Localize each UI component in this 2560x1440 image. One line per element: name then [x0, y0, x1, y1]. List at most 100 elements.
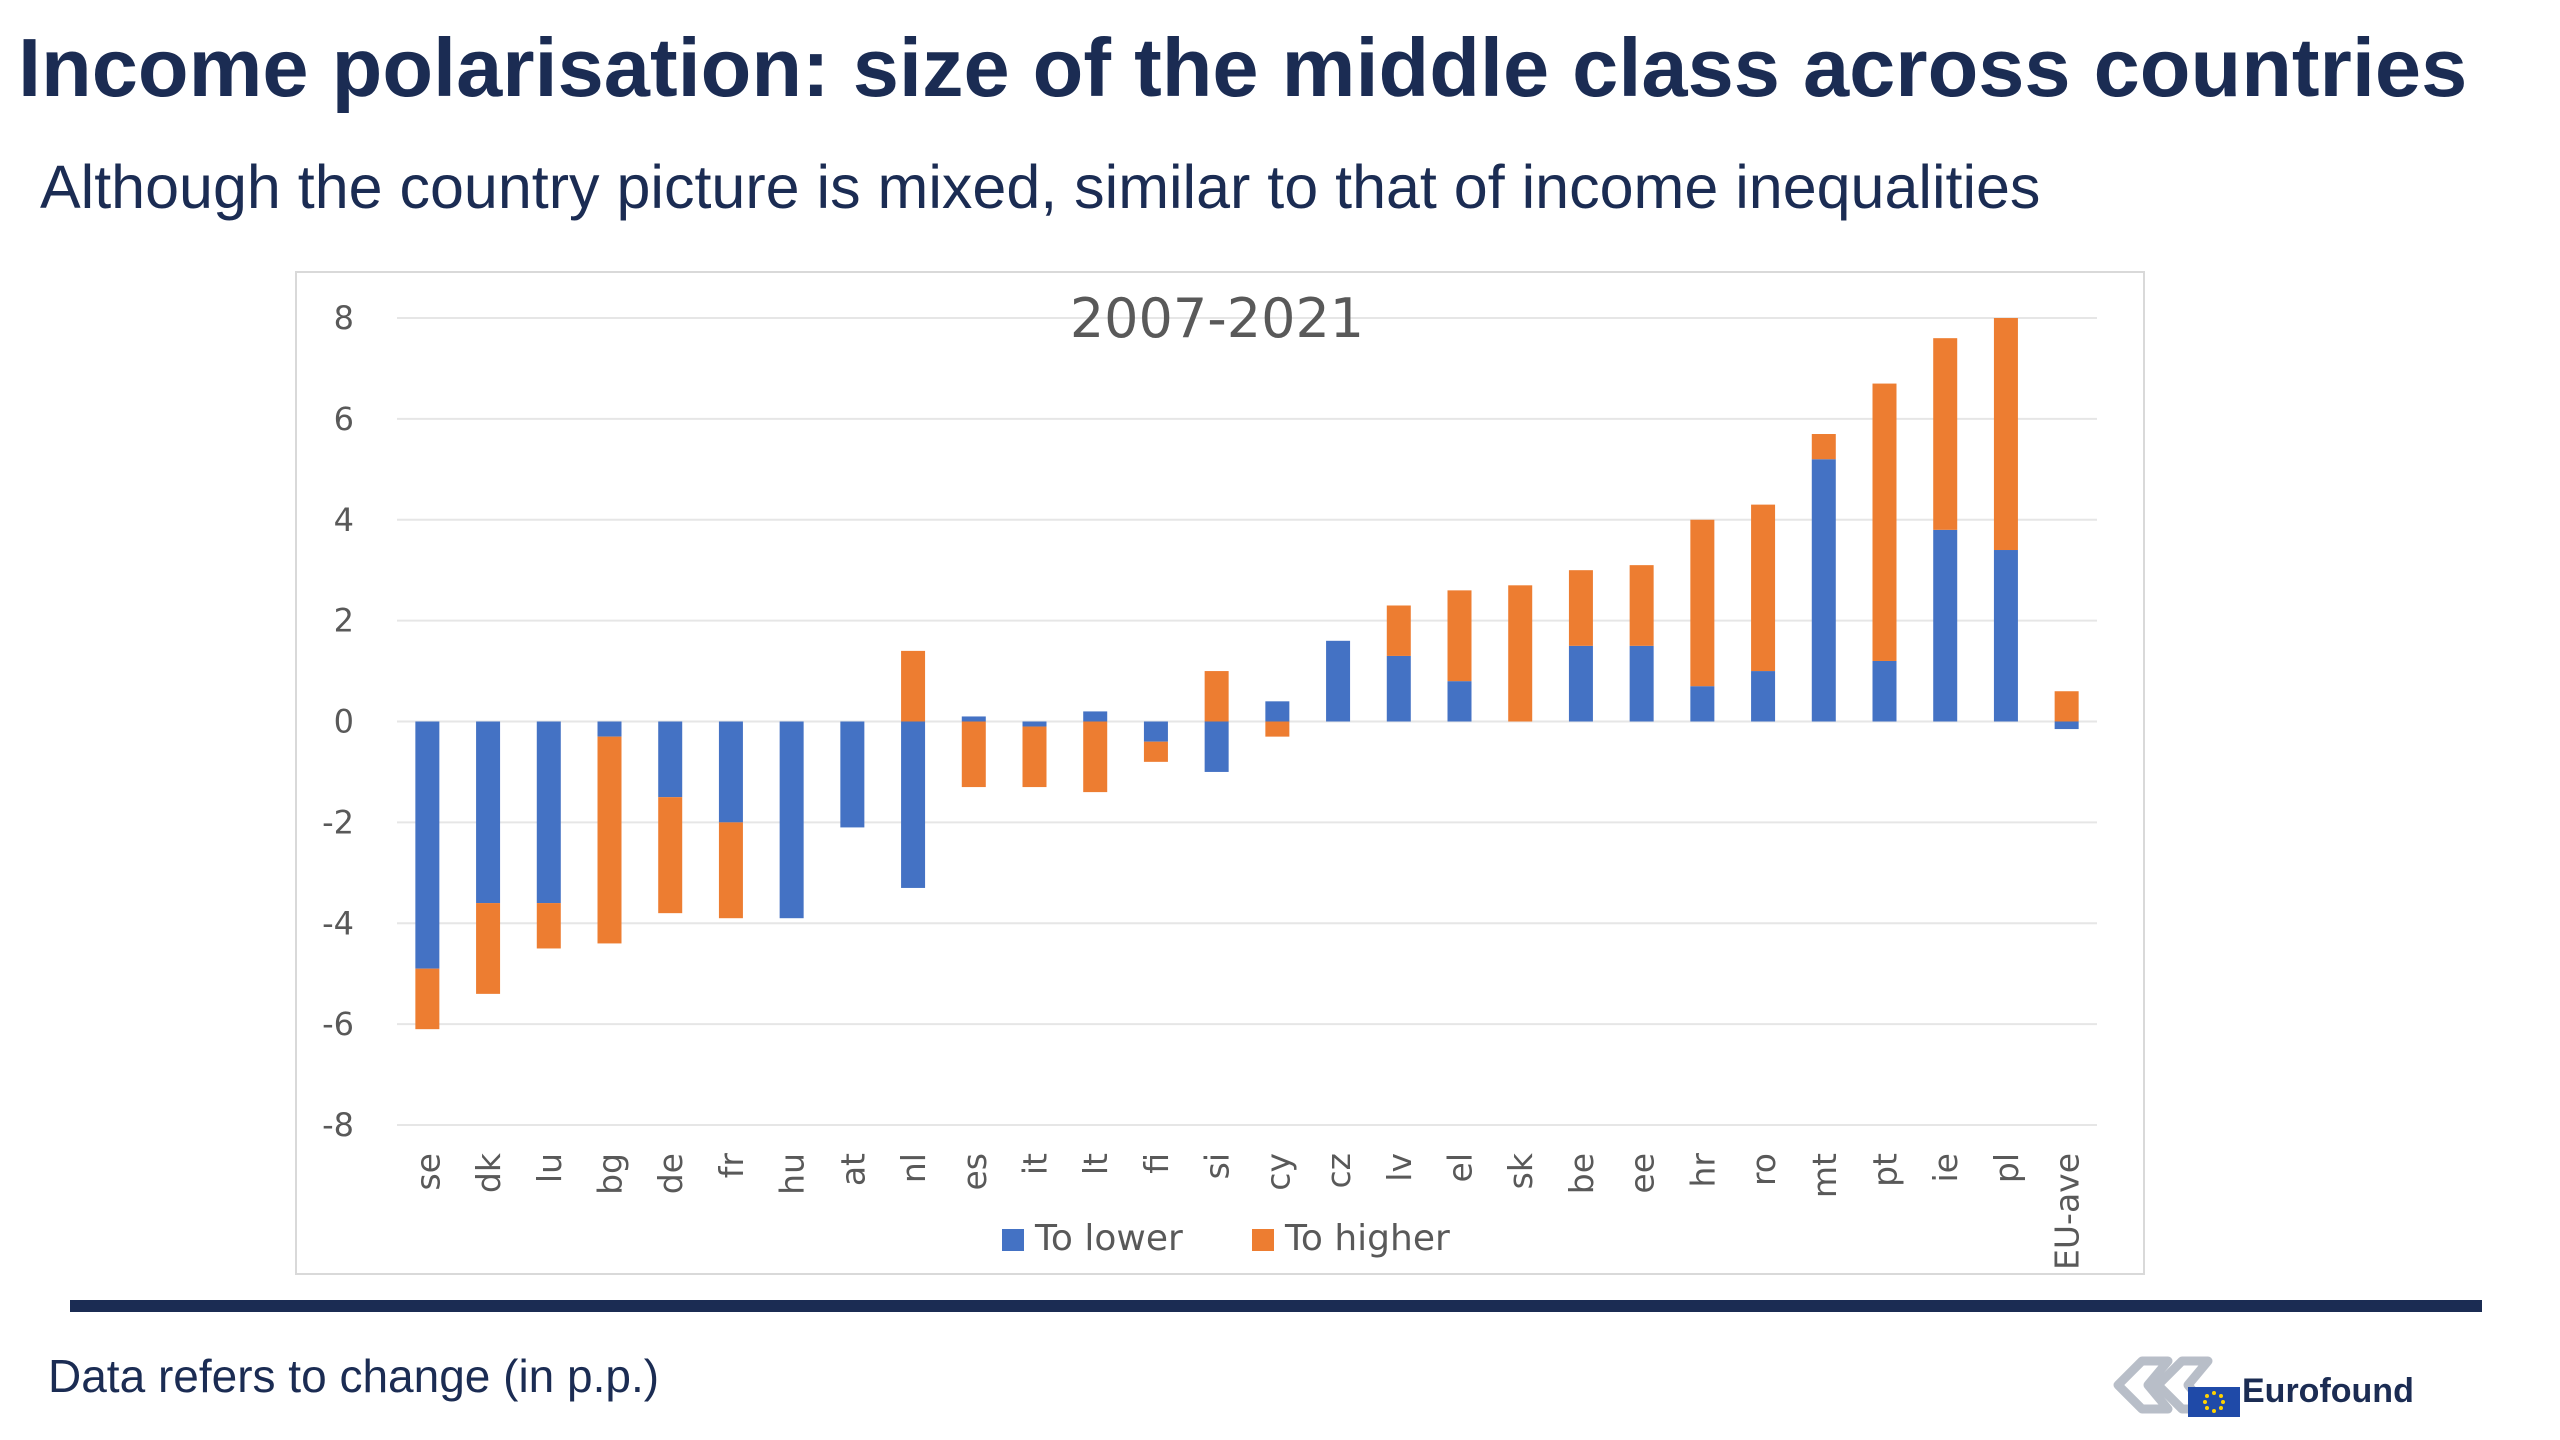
eurofound-logo: Eurofound: [2110, 1345, 2440, 1425]
footer-divider: [70, 1300, 2482, 1312]
y-tick-label: 8: [334, 299, 354, 337]
x-tick-label: hu: [773, 1153, 812, 1195]
legend-label-to-higher: To higher: [1284, 1218, 1450, 1259]
x-tick-label: pt: [1866, 1153, 1905, 1187]
bar-to-lower-ie: [1933, 529, 1958, 722]
bar-to-lower-ro: [1751, 671, 1776, 722]
bar-to-higher-fi: [1143, 741, 1168, 762]
bar-to-lower-de: [658, 721, 683, 798]
x-tick-label: lt: [1076, 1153, 1115, 1175]
gridlines: [397, 317, 2097, 1126]
chart-legend: To lower To higher: [1002, 1218, 1450, 1259]
bar-to-higher-be: [1568, 570, 1593, 646]
bar-to-higher-pl: [1993, 318, 2018, 551]
bar-to-higher-bg: [597, 736, 622, 944]
bar-to-lower-se: [415, 721, 440, 969]
bar-to-lower-it: [1022, 721, 1047, 727]
x-tick-label: si: [1198, 1153, 1237, 1179]
bar-to-lower-pl: [1993, 550, 2018, 722]
footnote: Data refers to change (in p.p.): [48, 1350, 660, 1402]
bar-to-lower-eu-ave: [2054, 721, 2079, 730]
bar-to-lower-fr: [718, 721, 743, 823]
bar-to-higher-lt: [1083, 721, 1108, 793]
legend-swatch-to-lower: [1002, 1229, 1024, 1251]
x-tick-label: pl: [1987, 1153, 2026, 1183]
y-tick-label: -8: [322, 1106, 354, 1144]
bar-to-higher-es: [961, 721, 986, 788]
y-tick-label: 0: [334, 703, 354, 741]
logo-text: Eurofound: [2242, 1372, 2414, 1410]
x-tick-label: cy: [1258, 1153, 1297, 1191]
x-tick-label: bg: [591, 1153, 630, 1195]
x-tick-label: lu: [530, 1153, 569, 1183]
bar-to-lower-bg: [597, 721, 622, 737]
page-subtitle: Although the country picture is mixed, s…: [40, 153, 2041, 221]
bar-to-lower-hu: [779, 721, 804, 919]
bar-to-lower-be: [1568, 645, 1593, 722]
bar-to-lower-nl: [901, 721, 926, 888]
x-tick-label: de: [651, 1153, 690, 1194]
bar-to-lower-lv: [1386, 655, 1411, 722]
bar-to-higher-it: [1022, 726, 1047, 788]
x-tick-label: dk: [469, 1152, 508, 1193]
bar-to-lower-ee: [1629, 645, 1654, 722]
bar-to-higher-lu: [536, 903, 561, 949]
bar-to-higher-sk: [1508, 585, 1533, 722]
bar-chart: 8 6 4 2 0 -2 -4 -6 -8 se dk lu bg de fr hu at nl es it lt fi…: [322, 287, 2097, 1270]
bar-to-higher-eu-ave: [2054, 691, 2079, 722]
y-tick-label: -6: [322, 1005, 354, 1043]
x-axis-ticks: se dk lu bg de fr hu at nl es it lt fi si cy cz lv el sk be…: [408, 1152, 2086, 1270]
x-tick-label: it: [1016, 1153, 1055, 1175]
x-tick-label: hr: [1683, 1153, 1722, 1188]
bar-to-lower-hr: [1690, 686, 1715, 722]
y-tick-label: 4: [334, 501, 354, 539]
bar-to-higher-mt: [1811, 434, 1836, 460]
legend-label-to-lower: To lower: [1034, 1218, 1183, 1259]
page-title: Income polarisation: size of the middle …: [18, 21, 2468, 114]
bar-to-lower-lu: [536, 721, 561, 904]
bar-to-lower-si: [1204, 721, 1229, 772]
bar-to-higher-hr: [1690, 519, 1715, 687]
x-tick-label: lv: [1380, 1153, 1419, 1182]
bar-to-higher-cy: [1265, 721, 1290, 737]
bar-to-lower-es: [961, 716, 986, 722]
bar-to-higher-nl: [901, 650, 926, 722]
y-tick-label: 2: [334, 602, 354, 640]
bar-to-lower-at: [840, 721, 865, 828]
bar-to-lower-mt: [1811, 459, 1836, 722]
bar-to-higher-dk: [476, 903, 501, 994]
bar-to-higher-se: [415, 968, 440, 1030]
x-tick-label: es: [955, 1153, 994, 1191]
bar-to-lower-fi: [1143, 721, 1168, 742]
x-tick-label: EU-ave: [2048, 1153, 2087, 1270]
bar-to-higher-ro: [1751, 504, 1776, 672]
bars: [415, 318, 2079, 1030]
x-tick-label: ie: [1926, 1153, 1965, 1182]
x-tick-label: be: [1562, 1153, 1601, 1194]
x-tick-label: fi: [1137, 1153, 1176, 1174]
bar-to-higher-ie: [1933, 338, 1958, 530]
y-tick-label: 6: [334, 400, 354, 438]
x-tick-label: fr: [712, 1153, 751, 1179]
x-tick-label: at: [833, 1153, 872, 1186]
chart-panel: 8 6 4 2 0 -2 -4 -6 -8 se dk lu bg de fr hu at nl es it lt fi…: [295, 271, 2145, 1275]
legend-swatch-to-higher: [1252, 1229, 1274, 1251]
bar-to-lower-el: [1447, 681, 1472, 722]
bar-to-higher-pt: [1872, 383, 1897, 661]
bar-to-lower-pt: [1872, 660, 1897, 722]
x-tick-label: ro: [1744, 1153, 1783, 1186]
bar-to-higher-fr: [718, 822, 743, 919]
eurofound-mark-icon: [2113, 1356, 2240, 1417]
bar-to-lower-cz: [1326, 640, 1351, 722]
x-tick-label: sk: [1501, 1152, 1540, 1189]
bar-to-higher-de: [658, 797, 683, 914]
bar-to-higher-lv: [1386, 605, 1411, 656]
y-tick-label: -4: [322, 904, 354, 942]
bar-to-lower-cy: [1265, 701, 1290, 722]
y-axis-ticks: 8 6 4 2 0 -2 -4 -6 -8: [322, 299, 354, 1144]
x-tick-label: se: [408, 1153, 447, 1191]
x-tick-label: mt: [1805, 1153, 1844, 1198]
bar-to-lower-dk: [476, 721, 501, 904]
x-tick-label: cz: [1319, 1153, 1358, 1188]
x-tick-label: nl: [894, 1153, 933, 1183]
